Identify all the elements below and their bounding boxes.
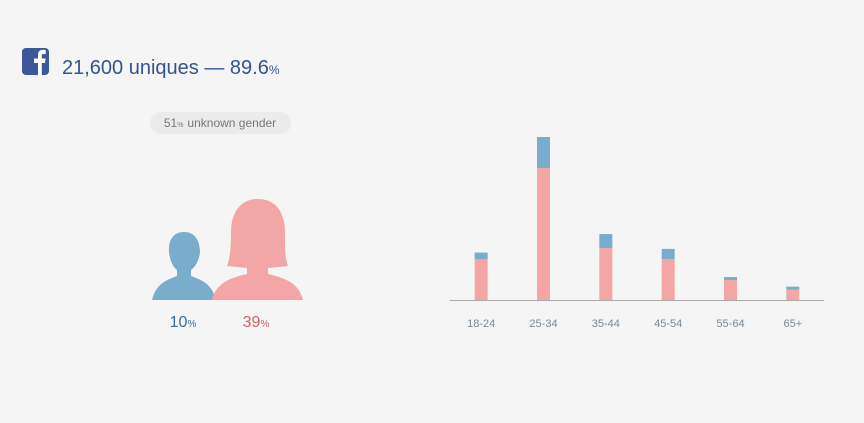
bar-segment <box>724 277 737 280</box>
bar-segment <box>661 248 675 260</box>
bar-segment <box>599 234 613 249</box>
bar-segment <box>537 137 550 169</box>
female-silhouette <box>212 199 303 300</box>
header-text: 21,600 uniques — 89.6 <box>62 57 269 79</box>
header-unit: % <box>269 63 280 77</box>
male-silhouette <box>152 232 216 300</box>
x-tick-label: 18-24 <box>467 318 495 330</box>
age-chart: 18-24 25-34 35-44 45-54 55-64 65+ <box>467 137 802 330</box>
female-percent: 39% <box>243 314 270 331</box>
x-tick-label: 65+ <box>783 318 802 330</box>
female-value: 39 <box>243 314 261 331</box>
bar-segment <box>537 168 550 300</box>
unknown-pill <box>150 112 291 134</box>
male-percent: 10% <box>170 314 197 331</box>
x-tick-label: 35-44 <box>592 318 620 330</box>
bar-segment <box>786 289 800 300</box>
bar-segment <box>474 259 488 300</box>
male-value: 10 <box>170 314 188 331</box>
bar-segment <box>661 259 675 300</box>
female-unit: % <box>260 319 269 330</box>
bar-segment <box>786 286 800 290</box>
x-tick-label: 45-54 <box>654 318 682 330</box>
bar-segment <box>474 252 488 260</box>
x-tick-label: 25-34 <box>529 318 557 330</box>
unknown-label: unknown gender <box>187 116 276 130</box>
header: 21,600 uniques — 89.6% <box>62 57 280 79</box>
facebook-icon <box>22 48 49 75</box>
bar-segment <box>599 248 613 300</box>
bar-segment <box>724 279 737 300</box>
unknown-gender: 51% unknown gender <box>164 116 276 130</box>
unknown-value: 51 <box>164 116 178 130</box>
unknown-unit: % <box>177 122 183 129</box>
male-unit: % <box>187 319 196 330</box>
x-tick-label: 55-64 <box>716 318 744 330</box>
